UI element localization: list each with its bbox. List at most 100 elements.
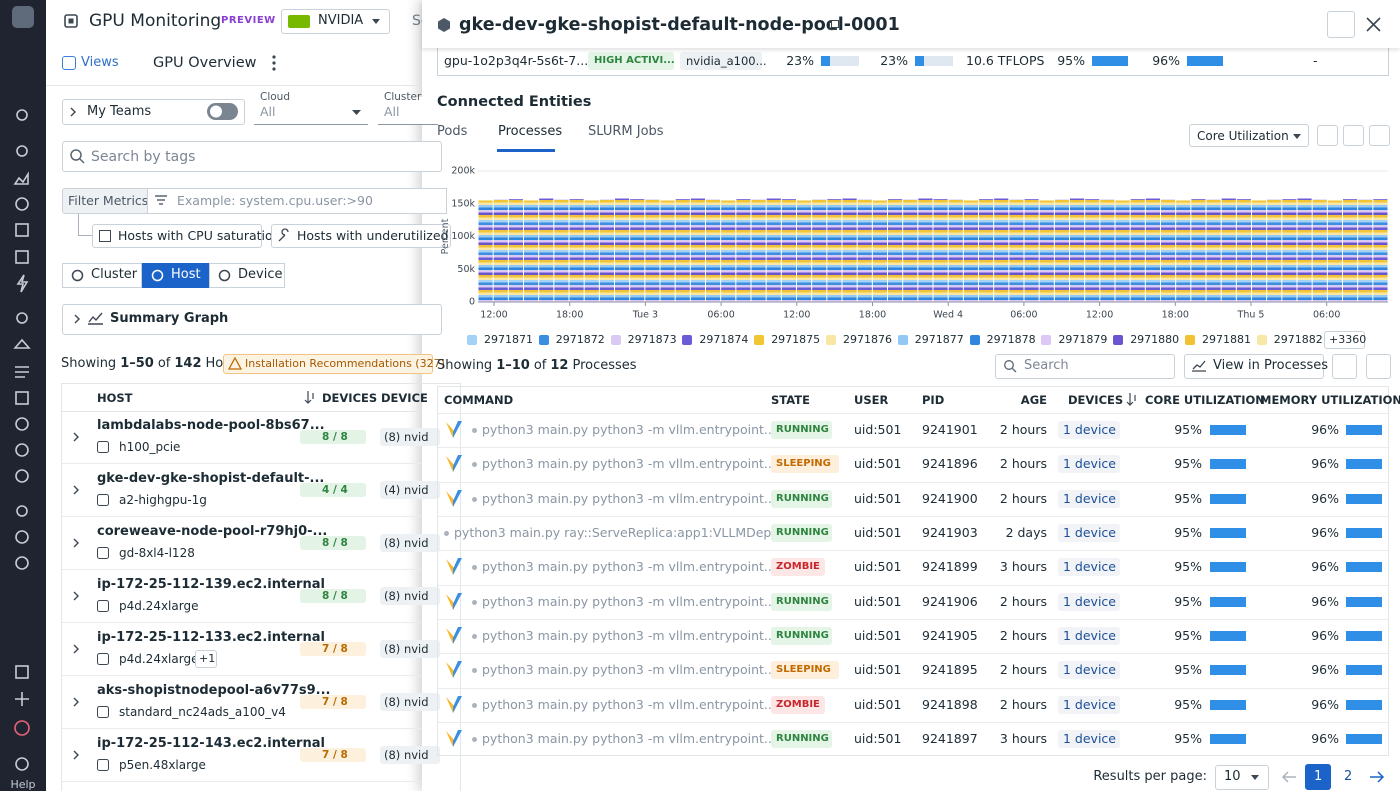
tag-search[interactable] <box>62 141 442 172</box>
devices-link[interactable]: 1 device <box>1063 731 1116 747</box>
devices-link[interactable]: 1 device <box>1063 456 1116 472</box>
pid: 9241900 <box>922 490 978 506</box>
host-name[interactable]: ip-172-25-112-133.ec2.internal <box>97 630 325 645</box>
chart-tool[interactable] <box>1317 125 1338 146</box>
row-divider <box>438 584 1388 586</box>
showing-part: 1–10 <box>496 358 530 373</box>
devices-link[interactable]: 1 device <box>1063 559 1116 575</box>
tag-search-placeholder: Search by tags <box>91 149 196 165</box>
bar <box>1343 199 1358 302</box>
share-button[interactable] <box>1327 11 1355 38</box>
command[interactable]: python3 main.py python3 -m vllm.entrypoi… <box>482 559 776 575</box>
process-search[interactable] <box>995 354 1175 379</box>
help-label[interactable]: Help <box>10 778 36 791</box>
devices-badge <box>1058 627 1120 646</box>
metric-select[interactable] <box>1189 124 1309 147</box>
host-name[interactable]: aks-shopistnodepool-a6v77s9... <box>97 683 331 698</box>
group-button[interactable] <box>209 263 285 288</box>
devices-link[interactable]: 1 device <box>1063 696 1116 712</box>
host-name[interactable]: ip-172-25-112-143.ec2.internal <box>97 736 325 751</box>
command[interactable]: python3 main.py ray::ServeReplica:app1:V… <box>454 525 784 541</box>
group-label[interactable]: Host <box>171 267 201 282</box>
row-divider <box>62 569 422 570</box>
memory-label: 96% <box>1311 490 1339 506</box>
install-label[interactable]: Installation Recommendations (327) <box>245 357 445 370</box>
chevron <box>73 485 79 495</box>
pager-label: Results per page: <box>1093 769 1207 784</box>
user: uid:501 <box>854 456 902 472</box>
host-name[interactable]: gke-dev-gke-shopist-default-... <box>97 471 325 486</box>
device-label: (8) nvid <box>384 695 429 709</box>
devices-link[interactable]: 1 device <box>1063 422 1116 437</box>
metric-bar <box>1092 56 1129 66</box>
legend-label[interactable]: 2971877 <box>914 333 964 346</box>
search-icon <box>1004 360 1017 373</box>
legend-label[interactable]: 2971874 <box>699 333 749 346</box>
cloud-select[interactable] <box>254 97 368 125</box>
command[interactable]: python3 main.py python3 -m vllm.entrypoi… <box>482 696 776 712</box>
view-button[interactable] <box>1184 354 1324 379</box>
host-type: p4d.24xlarge <box>119 599 199 613</box>
legend-more[interactable] <box>1324 331 1365 349</box>
bar <box>660 200 675 302</box>
legend-label[interactable]: 2971872 <box>555 333 605 346</box>
command[interactable]: python3 main.py python3 -m vllm.entrypoi… <box>482 628 776 644</box>
page-number[interactable]: 1 <box>1314 769 1323 784</box>
legend-label[interactable]: 2971879 <box>1058 333 1108 346</box>
command[interactable]: python3 main.py python3 -m vllm.entrypoi… <box>482 731 776 747</box>
legend-label[interactable]: 2971875 <box>771 333 821 346</box>
legend-label[interactable]: 2971882 <box>1273 333 1323 346</box>
chevron <box>74 314 80 324</box>
legend-label[interactable]: 2971873 <box>627 333 677 346</box>
view-label[interactable]: View in Processes <box>1213 358 1329 373</box>
tab[interactable]: Pods <box>437 124 468 139</box>
summary-graph[interactable] <box>62 304 442 335</box>
legend-label[interactable]: 2971880 <box>1130 333 1180 346</box>
bar <box>1115 200 1130 302</box>
y-tick-label: 150k <box>451 198 475 209</box>
legend-more-label[interactable]: +3360 <box>1329 333 1367 346</box>
legend-label[interactable]: 2971871 <box>484 333 533 346</box>
cluster-select[interactable] <box>378 97 438 125</box>
user: uid:501 <box>854 593 902 609</box>
command[interactable]: python3 main.py python3 -m vllm.entrypoi… <box>482 490 776 506</box>
tab[interactable]: Processes <box>498 124 563 139</box>
settings-button[interactable] <box>1366 354 1391 379</box>
command[interactable]: python3 main.py python3 -m vllm.entrypoi… <box>482 422 776 437</box>
command[interactable]: python3 main.py python3 -m vllm.entrypoi… <box>482 662 776 678</box>
chart-tool[interactable] <box>1369 125 1390 146</box>
vllm-icon <box>446 695 462 713</box>
chart-tool[interactable] <box>1343 125 1364 146</box>
preset-2[interactable] <box>271 224 451 248</box>
legend-label[interactable]: 2971876 <box>843 333 892 346</box>
next-arrow <box>1370 771 1385 783</box>
devices-link[interactable]: 1 device <box>1063 490 1116 506</box>
preset-1[interactable] <box>92 224 262 248</box>
host-name[interactable]: coreweave-node-pool-r79hj0-... <box>97 524 328 539</box>
group-button[interactable] <box>62 263 142 288</box>
tab[interactable]: SLURM Jobs <box>588 124 664 139</box>
group-label[interactable]: Device <box>238 267 283 282</box>
host-name[interactable]: ip-172-25-112-139.ec2.internal <box>97 577 325 592</box>
page-size[interactable] <box>1215 765 1269 790</box>
group-label[interactable]: Cluster <box>91 267 138 282</box>
legend-label[interactable]: 2971881 <box>1202 333 1251 346</box>
views-link[interactable]: Views <box>81 55 119 70</box>
devices-link[interactable]: 1 device <box>1063 628 1116 644</box>
devices-link[interactable]: 1 device <box>1063 662 1116 678</box>
page-number[interactable]: 2 <box>1344 769 1353 784</box>
core-label: 95% <box>1174 628 1202 644</box>
devices-link[interactable]: 1 device <box>1063 525 1116 541</box>
filter-input[interactable] <box>147 188 447 214</box>
command[interactable]: python3 main.py python3 -m vllm.entrypoi… <box>482 593 776 609</box>
download-button[interactable] <box>1332 354 1357 379</box>
memory-label: 96% <box>1311 456 1339 472</box>
chevron <box>73 644 79 654</box>
activity-badge <box>588 52 674 70</box>
devices-link[interactable]: 1 device <box>1063 593 1116 609</box>
devices-badge <box>1058 730 1120 749</box>
overview-name[interactable]: GPU Overview <box>153 55 257 71</box>
host-name[interactable]: lambdalabs-node-pool-8bs67... <box>97 418 325 433</box>
command[interactable]: python3 main.py python3 -m vllm.entrypoi… <box>482 456 776 472</box>
legend-label[interactable]: 2971878 <box>986 333 1036 346</box>
